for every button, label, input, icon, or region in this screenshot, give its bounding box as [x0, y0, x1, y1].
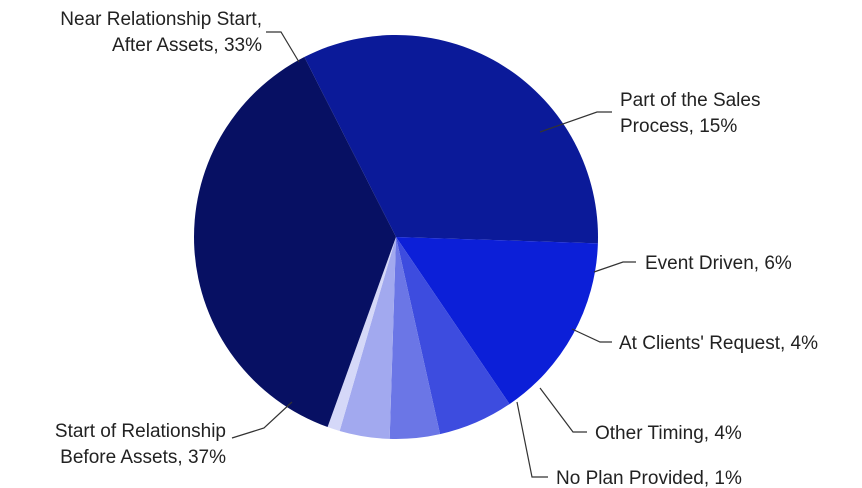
slice-label-line: Before Assets, 37%	[60, 447, 226, 468]
slice-label-6: No Plan Provided, 1%	[556, 468, 742, 488]
pie-slice-5	[339, 237, 396, 439]
leader-line-2	[539, 111, 612, 133]
slice-label-line: Start of Relationship	[55, 421, 226, 442]
pie-slice-7	[193, 57, 396, 428]
pie-slice-4	[389, 237, 441, 440]
leader-lines	[231, 31, 636, 478]
slice-label-line: After Assets, 33%	[112, 35, 262, 56]
slice-label-2: Part of the Sales Process, 15%	[620, 90, 760, 137]
slice-label-line: Part of the Sales	[620, 90, 760, 111]
leader-line-6	[516, 401, 548, 478]
slice-label-4: At Clients' Request, 4%	[619, 333, 818, 354]
pie-slices	[193, 35, 598, 440]
slice-label-line: Event Driven, 6%	[645, 253, 792, 274]
slice-label-line: Process, 15%	[620, 116, 737, 137]
pie-slice-2	[396, 237, 598, 405]
slice-label-line: Near Relationship Start,	[60, 9, 262, 30]
leader-line-5	[539, 387, 587, 433]
slice-labels: Near Relationship Start, After Assets, 33…	[55, 9, 818, 488]
leader-line-1	[266, 31, 300, 63]
slice-label-5: Other Timing, 4%	[595, 423, 742, 444]
slice-label-7: Start of Relationship Before Assets, 37%	[55, 421, 226, 468]
slice-label-line: No Plan Provided, 1%	[556, 468, 742, 488]
slice-label-3: Event Driven, 6%	[645, 253, 792, 274]
leader-line-3	[593, 261, 636, 273]
slice-label-line: Other Timing, 4%	[595, 423, 742, 444]
pie-slice-1	[304, 35, 598, 244]
leader-line-4	[571, 328, 612, 343]
slice-label-line: At Clients' Request, 4%	[619, 333, 818, 354]
leader-line-7	[231, 401, 293, 439]
pie-slice-3	[396, 237, 510, 435]
pie-slice-6	[327, 237, 396, 431]
slice-label-1: Near Relationship Start, After Assets, 33…	[60, 9, 262, 56]
